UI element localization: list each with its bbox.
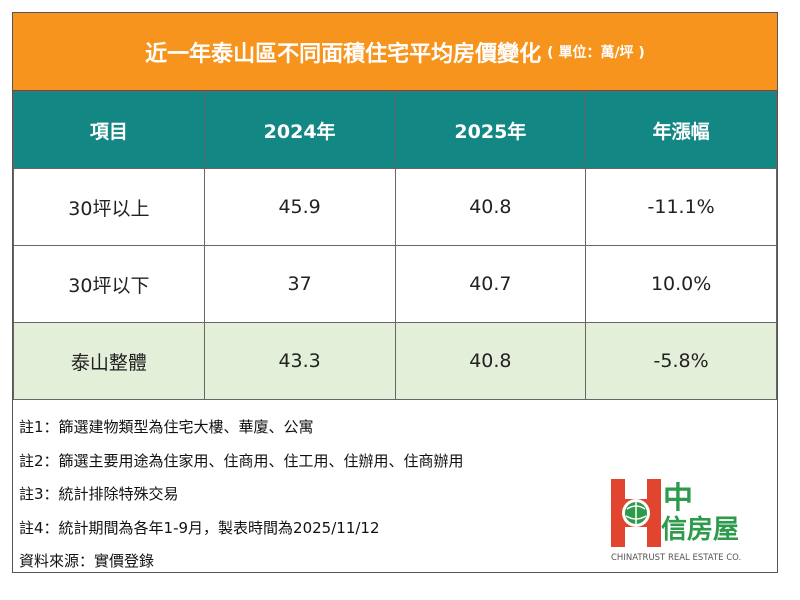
header-row: 項目 2024年 2025年 年漲幅 [13, 91, 777, 169]
column-header: 2024年 [203, 91, 396, 169]
row: 30坪以上 45.9 40.8 -11.1% [13, 168, 777, 246]
logo-icon [611, 479, 661, 547]
cell: 43.3 [203, 322, 396, 400]
note: 註3：統計排除特殊交易 [19, 485, 179, 503]
logo: 中 信房屋 CHINATRUST REAL ESTATE CO. [611, 473, 771, 568]
cell: 40.8 [394, 322, 587, 400]
note: 資料來源：實價登錄 [19, 552, 155, 570]
cell: -11.1% [585, 168, 777, 246]
cell: 10.0% [585, 245, 777, 323]
cell: 37 [203, 245, 396, 323]
logo-name: 信房屋 [661, 515, 740, 545]
cell: 30坪以上 [13, 168, 205, 246]
cell: 泰山整體 [13, 322, 205, 400]
title: 近一年泰山區不同面積住宅平均房價變化 [145, 41, 542, 67]
table-card: 近一年泰山區不同面積住宅平均房價變化 ( 單位：萬/坪 ) 項目 2024年 2… [12, 12, 778, 573]
cell: 40.7 [394, 245, 587, 323]
cell: 45.9 [203, 168, 396, 246]
logo-subtitle: CHINATRUST REAL ESTATE CO. [611, 553, 742, 563]
note: 註2：篩選主要用途為住家用、住商用、住工用、住辦用、住商辦用 [19, 451, 464, 470]
unit: ( 單位：萬/坪 ) [547, 44, 645, 61]
column-header: 2025年 [394, 91, 587, 169]
row: 30坪以下 37 40.7 10.0% [13, 245, 777, 323]
cell: 30坪以下 [13, 245, 205, 323]
note: 註4：統計期間為各年1-9月，製表時間為2025/11/12 [19, 518, 380, 537]
column-header: 項目 [13, 91, 205, 169]
note: 註1：篩選建物類型為住宅大樓、華廈、公寓 [19, 418, 314, 436]
notes: 註1：篩選建物類型為住宅大樓、華廈、公寓 註2：篩選主要用途為住家用、住商用、住… [19, 411, 464, 579]
cell: -5.8% [585, 322, 777, 400]
logo-mark: 中 [663, 481, 693, 516]
price-table: 項目 2024年 2025年 年漲幅 30坪以上 45.9 40.8 -11.1… [13, 91, 777, 400]
column-header: 年漲幅 [585, 91, 777, 169]
cell: 40.8 [394, 168, 587, 246]
title-bar: 近一年泰山區不同面積住宅平均房價變化 ( 單位：萬/坪 ) [13, 13, 777, 91]
row: 泰山整體 43.3 40.8 -5.8% [13, 322, 777, 400]
